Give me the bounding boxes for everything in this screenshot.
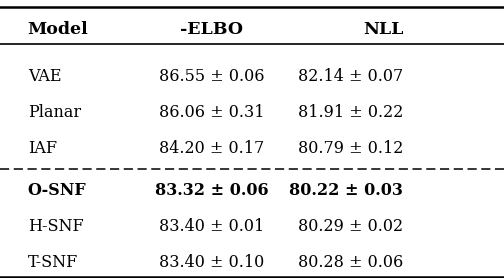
Text: 83.32 ± 0.06: 83.32 ± 0.06 [155, 182, 269, 199]
Text: NLL: NLL [363, 21, 403, 38]
Text: O-SNF: O-SNF [28, 182, 87, 199]
Text: 80.22 ± 0.03: 80.22 ± 0.03 [289, 182, 403, 199]
Text: 82.14 ± 0.07: 82.14 ± 0.07 [298, 68, 403, 85]
Text: 81.91 ± 0.22: 81.91 ± 0.22 [298, 104, 403, 121]
Text: 83.40 ± 0.10: 83.40 ± 0.10 [159, 254, 264, 271]
Text: -ELBO: -ELBO [180, 21, 243, 38]
Text: 83.40 ± 0.01: 83.40 ± 0.01 [159, 218, 264, 235]
Text: Model: Model [28, 21, 89, 38]
Text: 80.29 ± 0.02: 80.29 ± 0.02 [298, 218, 403, 235]
Text: 80.28 ± 0.06: 80.28 ± 0.06 [298, 254, 403, 271]
Text: 80.79 ± 0.12: 80.79 ± 0.12 [298, 140, 403, 157]
Text: T-SNF: T-SNF [28, 254, 78, 271]
Text: VAE: VAE [28, 68, 61, 85]
Text: H-SNF: H-SNF [28, 218, 83, 235]
Text: 86.55 ± 0.06: 86.55 ± 0.06 [159, 68, 265, 85]
Text: 86.06 ± 0.31: 86.06 ± 0.31 [159, 104, 265, 121]
Text: IAF: IAF [28, 140, 57, 157]
Text: 84.20 ± 0.17: 84.20 ± 0.17 [159, 140, 264, 157]
Text: Planar: Planar [28, 104, 81, 121]
